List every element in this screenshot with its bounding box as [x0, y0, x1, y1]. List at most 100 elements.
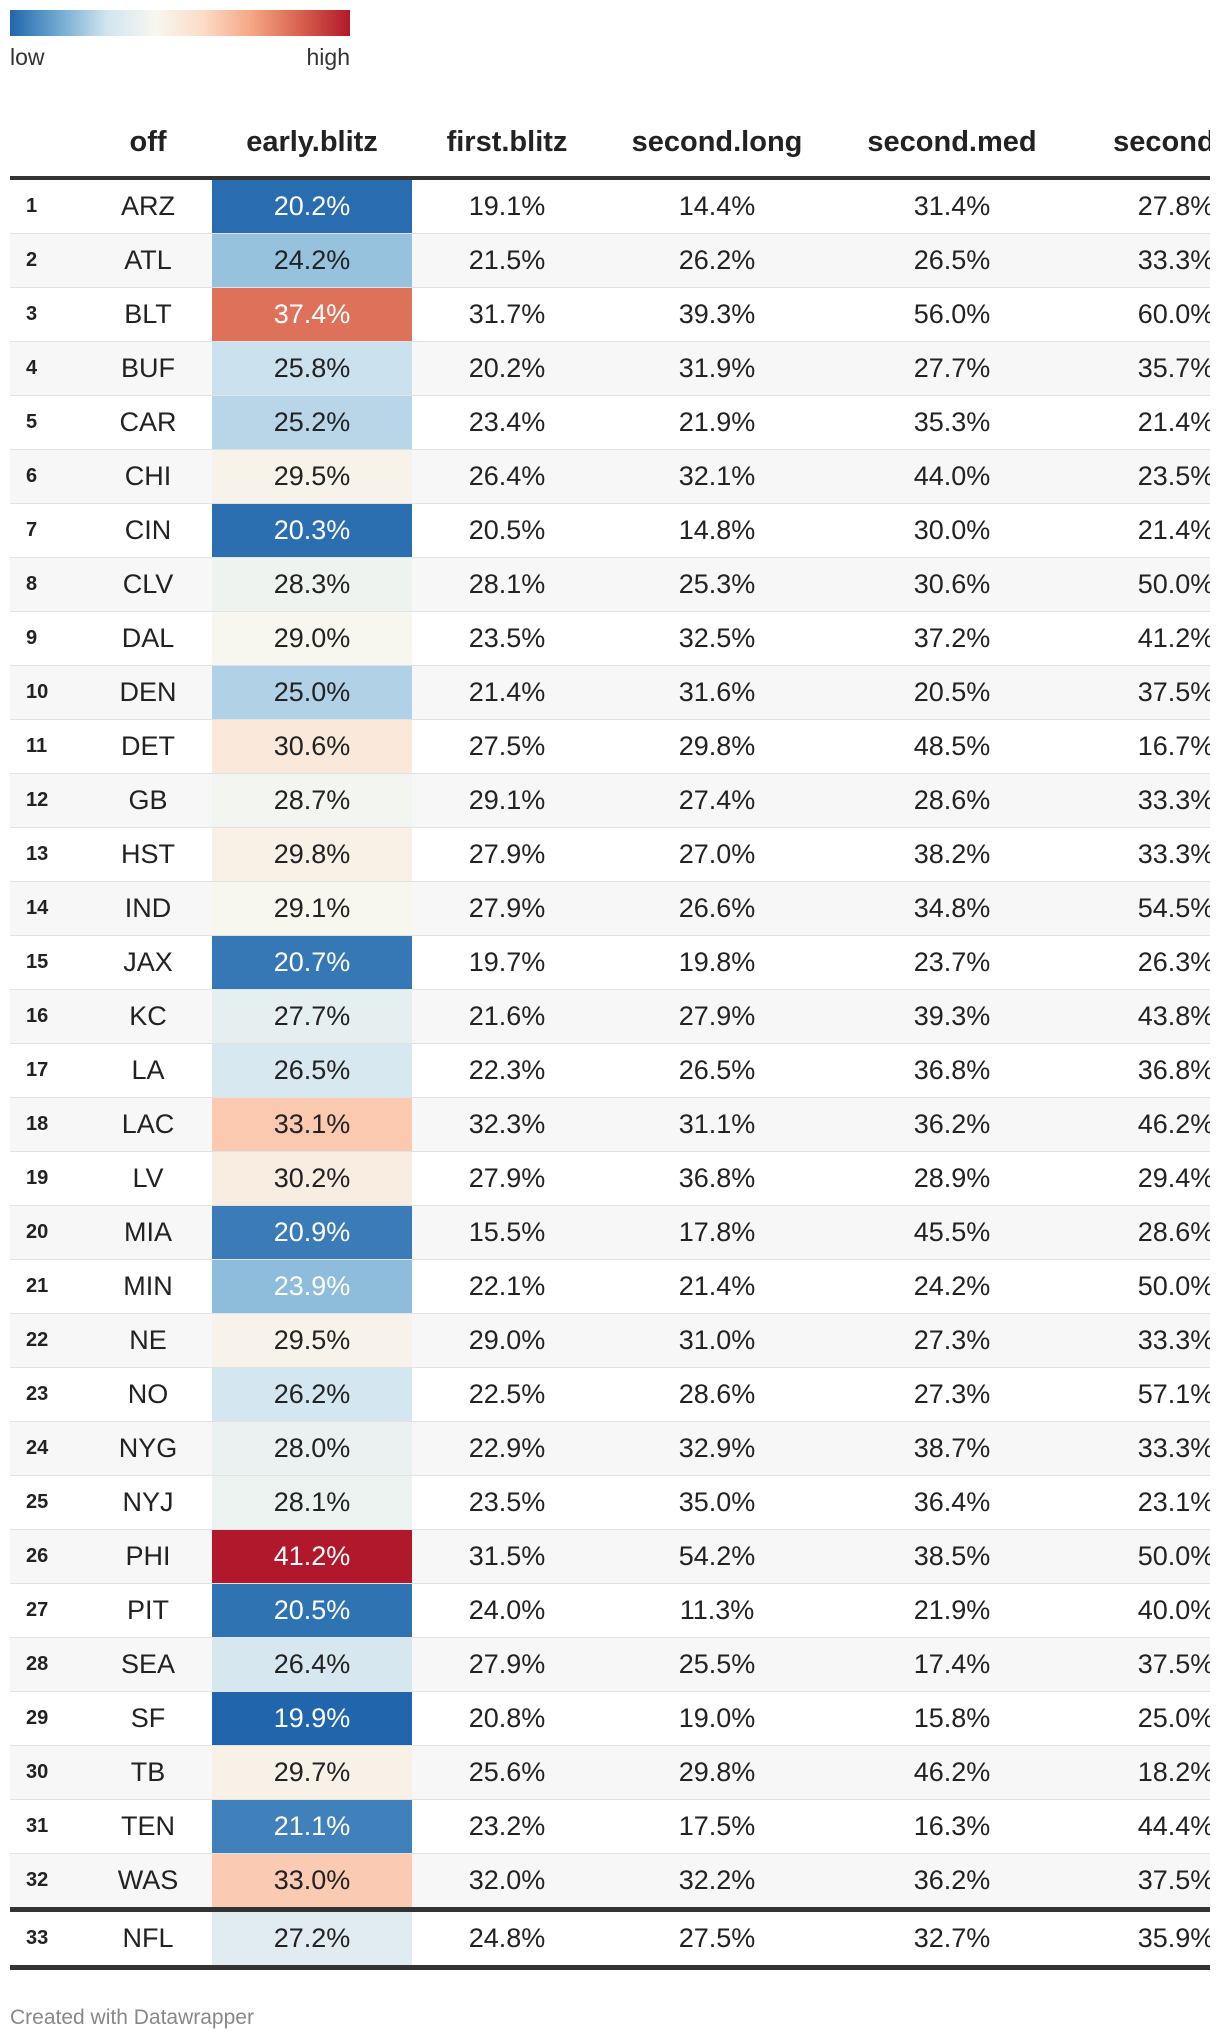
rank-cell: 12 — [10, 773, 84, 828]
cell-second-med: 38.5% — [832, 1529, 1072, 1584]
cell-off: LAC — [84, 1097, 212, 1152]
heat-cell-early-blitz: 21.1% — [212, 1799, 412, 1854]
heat-cell-early-blitz: 26.5% — [212, 1043, 412, 1098]
heat-cell-early-blitz: 41.2% — [212, 1529, 412, 1584]
heat-cell-early-blitz: 20.5% — [212, 1583, 412, 1638]
cell-second-long: 31.6% — [602, 665, 832, 720]
cell-second-med: 31.4% — [832, 178, 1072, 234]
cell-first-blitz: 21.4% — [412, 665, 602, 720]
rank-cell: 20 — [10, 1205, 84, 1260]
cell-second-med: 45.5% — [832, 1205, 1072, 1260]
cell-second-long: 31.0% — [602, 1313, 832, 1368]
table-row: 28 SEA 26.4% 27.9% 25.5% 17.4% 37.5% — [10, 1637, 1210, 1692]
cell-second-med: 36.2% — [832, 1097, 1072, 1152]
cell-second-s: 37.5% — [1072, 1637, 1210, 1692]
rank-cell: 21 — [10, 1259, 84, 1314]
cell-first-blitz: 32.0% — [412, 1853, 602, 1910]
cell-first-blitz: 29.0% — [412, 1313, 602, 1368]
cell-off: NE — [84, 1313, 212, 1368]
cell-second-med: 35.3% — [832, 395, 1072, 450]
heat-cell-early-blitz: 29.0% — [212, 611, 412, 666]
column-header-second-med[interactable]: second.med — [832, 108, 1072, 180]
cell-first-blitz: 31.7% — [412, 287, 602, 342]
cell-second-s: 54.5% — [1072, 881, 1210, 936]
cell-off: ATL — [84, 233, 212, 288]
column-header-off[interactable]: off — [84, 108, 212, 180]
column-header-early-blitz[interactable]: early.blitz — [212, 108, 412, 180]
cell-second-long: 26.2% — [602, 233, 832, 288]
cell-first-blitz: 20.8% — [412, 1691, 602, 1746]
credit-text: Created with Datawrapper — [10, 2006, 254, 2029]
rank-cell: 28 — [10, 1637, 84, 1692]
cell-first-blitz: 22.1% — [412, 1259, 602, 1314]
table-summary-row: 33 NFL 27.2% 24.8% 27.5% 32.7% 35.9% — [10, 1907, 1210, 1970]
legend-low-label: low — [10, 44, 45, 70]
cell-off: MIN — [84, 1259, 212, 1314]
cell-second-s: 50.0% — [1072, 1259, 1210, 1314]
cell-off: CHI — [84, 449, 212, 504]
heat-cell-early-blitz: 27.2% — [212, 1907, 412, 1970]
column-header-second-s[interactable]: second.s — [1072, 108, 1210, 180]
rank-cell: 27 — [10, 1583, 84, 1638]
rank-cell: 16 — [10, 989, 84, 1044]
heat-cell-early-blitz: 29.1% — [212, 881, 412, 936]
cell-second-long: 27.4% — [602, 773, 832, 828]
cell-second-s: 33.3% — [1072, 827, 1210, 882]
cell-second-med: 34.8% — [832, 881, 1072, 936]
rank-cell: 5 — [10, 395, 84, 450]
cell-off: TEN — [84, 1799, 212, 1854]
table-row: 19 LV 30.2% 27.9% 36.8% 28.9% 29.4% — [10, 1151, 1210, 1206]
cell-second-s: 21.4% — [1072, 503, 1210, 558]
legend-high-label: high — [306, 44, 350, 70]
table-row: 20 MIA 20.9% 15.5% 17.8% 45.5% 28.6% — [10, 1205, 1210, 1260]
cell-second-s: 33.3% — [1072, 1421, 1210, 1476]
cell-second-long: 36.8% — [602, 1151, 832, 1206]
rank-cell: 25 — [10, 1475, 84, 1530]
rank-cell: 24 — [10, 1421, 84, 1476]
heat-cell-early-blitz: 20.2% — [212, 178, 412, 234]
table-row: 21 MIN 23.9% 22.1% 21.4% 24.2% 50.0% — [10, 1259, 1210, 1314]
rank-cell: 22 — [10, 1313, 84, 1368]
cell-second-s: 35.9% — [1072, 1907, 1210, 1970]
cell-first-blitz: 26.4% — [412, 449, 602, 504]
cell-second-s: 44.4% — [1072, 1799, 1210, 1854]
data-table-container: off early.blitz first.blitz second.long seco… — [10, 108, 1210, 1978]
legend-labels: low high — [10, 44, 350, 71]
cell-first-blitz: 25.6% — [412, 1745, 602, 1800]
cell-second-long: 27.5% — [602, 1907, 832, 1970]
heat-cell-early-blitz: 29.5% — [212, 1313, 412, 1368]
rank-cell: 31 — [10, 1799, 84, 1854]
column-header-first-blitz[interactable]: first.blitz — [412, 108, 602, 180]
cell-first-blitz: 24.0% — [412, 1583, 602, 1638]
cell-off: KC — [84, 989, 212, 1044]
cell-off: NFL — [84, 1907, 212, 1970]
cell-first-blitz: 21.6% — [412, 989, 602, 1044]
heat-cell-early-blitz: 29.7% — [212, 1745, 412, 1800]
rank-cell: 18 — [10, 1097, 84, 1152]
cell-second-s: 50.0% — [1072, 1529, 1210, 1584]
cell-first-blitz: 27.5% — [412, 719, 602, 774]
cell-first-blitz: 27.9% — [412, 1151, 602, 1206]
heat-cell-early-blitz: 25.8% — [212, 341, 412, 396]
cell-second-med: 38.2% — [832, 827, 1072, 882]
table-row: 6 CHI 29.5% 26.4% 32.1% 44.0% 23.5% — [10, 449, 1210, 504]
rank-cell: 10 — [10, 665, 84, 720]
cell-second-med: 21.9% — [832, 1583, 1072, 1638]
table-row: 8 CLV 28.3% 28.1% 25.3% 30.6% 50.0% — [10, 557, 1210, 612]
table-row: 16 KC 27.7% 21.6% 27.9% 39.3% 43.8% — [10, 989, 1210, 1044]
cell-second-med: 36.2% — [832, 1853, 1072, 1910]
cell-second-s: 23.1% — [1072, 1475, 1210, 1530]
cell-second-long: 14.4% — [602, 178, 832, 234]
cell-second-med: 36.4% — [832, 1475, 1072, 1530]
heat-cell-early-blitz: 30.2% — [212, 1151, 412, 1206]
rank-cell: 14 — [10, 881, 84, 936]
cell-second-med: 38.7% — [832, 1421, 1072, 1476]
rank-cell: 9 — [10, 611, 84, 666]
column-header-rank[interactable] — [10, 108, 84, 180]
cell-second-s: 37.5% — [1072, 1853, 1210, 1910]
rank-cell: 30 — [10, 1745, 84, 1800]
cell-second-s: 36.8% — [1072, 1043, 1210, 1098]
column-header-second-long[interactable]: second.long — [602, 108, 832, 180]
cell-off: CLV — [84, 557, 212, 612]
cell-off: LV — [84, 1151, 212, 1206]
